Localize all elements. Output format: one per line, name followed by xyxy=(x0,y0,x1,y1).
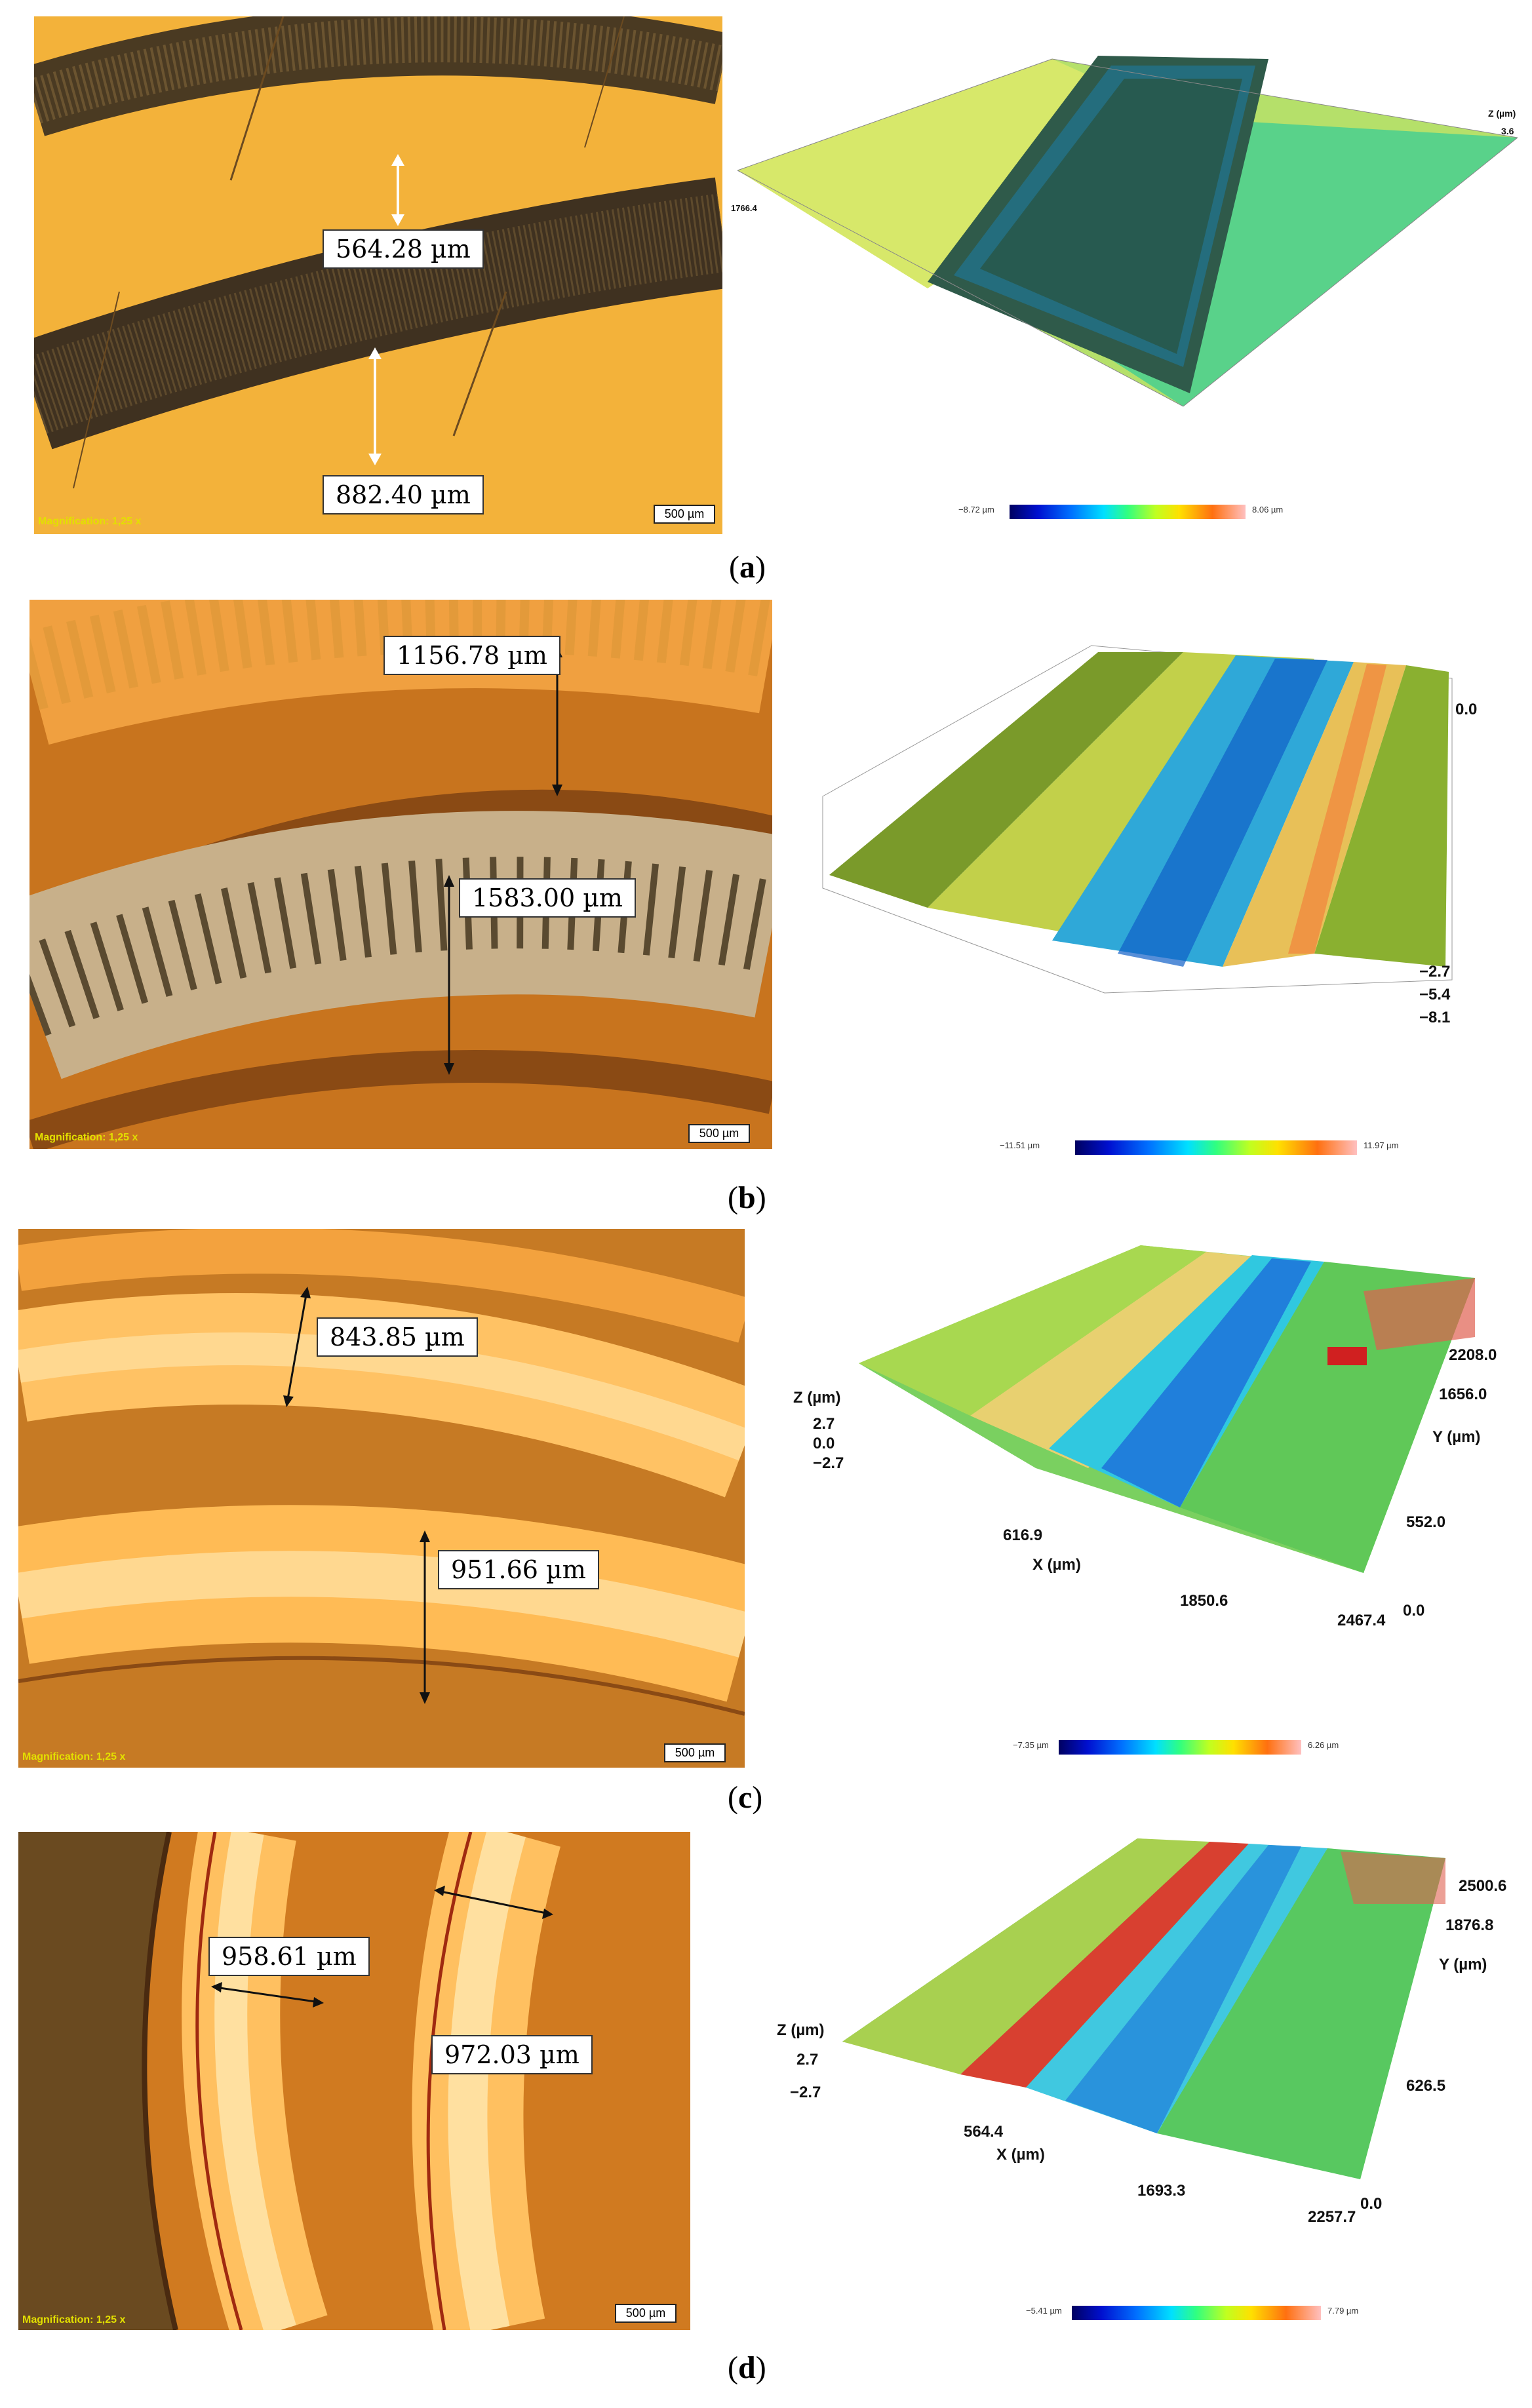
surface-c-z-tick-2: −2.7 xyxy=(813,1454,844,1472)
colorbar-c xyxy=(1059,1740,1301,1755)
magnification-d: Magnification: 1,25 x xyxy=(22,2314,126,2325)
magnification-c: Magnification: 1,25 x xyxy=(22,1751,126,1762)
surface-b-z-tick-0: 0.0 xyxy=(1455,701,1477,718)
caption-b: (b) xyxy=(728,1180,766,1215)
surface-c-y-tick-2: 552.0 xyxy=(1406,1513,1445,1531)
surface-plot-d: Z (µm) 2.7 −2.7 564.4 X (µm) 1693.3 2257… xyxy=(751,1825,1518,2232)
measurement-d-2: 972.03 µm xyxy=(431,2035,593,2074)
surface-c-y-label: Y (µm) xyxy=(1432,1428,1480,1446)
measurement-a-2: 882.40 µm xyxy=(323,475,484,515)
surface-c-x-tick-1: 1850.6 xyxy=(1180,1592,1228,1610)
surface-plot-c-image: Z (µm) 2.7 0.0 −2.7 616.9 X (µm) 1850.6 … xyxy=(793,1245,1497,1625)
surface-c-x-tick-2: 2467.4 xyxy=(1337,1612,1386,1625)
surface-d-x-label: X (µm) xyxy=(996,2146,1045,2164)
micrograph-a: 564.28 µm 882.40 µm 500 µm Magnification… xyxy=(34,16,722,534)
surface-d-z-tick-1: −2.7 xyxy=(790,2084,821,2101)
surface-c-x-tick-0: 616.9 xyxy=(1003,1526,1042,1544)
surface-plot-a: Z (µm) 3.6 1766.4 xyxy=(731,39,1524,433)
surface-c-z-tick-0: 2.7 xyxy=(813,1415,835,1433)
micrograph-a-image xyxy=(34,16,722,534)
measurement-d-1: 958.61 µm xyxy=(208,1937,370,1976)
magnification-a: Magnification: 1,25 x xyxy=(38,516,142,527)
measurement-c-1: 843.85 µm xyxy=(317,1317,478,1357)
surface-d-x-tick-2: 2257.7 xyxy=(1308,2208,1356,2226)
surface-plot-c: Z (µm) 2.7 0.0 −2.7 616.9 X (µm) 1850.6 … xyxy=(774,1232,1514,1625)
surface-d-y-tick-0: 2500.6 xyxy=(1459,1877,1506,1895)
surface-d-y-tick-2: 626.5 xyxy=(1406,2077,1445,2095)
colorbar-c-max: 6.26 µm xyxy=(1308,1740,1339,1750)
colorbar-b xyxy=(1075,1140,1357,1155)
surface-plot-b-image: 0.0 −2.7 −5.4 −8.1 xyxy=(822,645,1477,1026)
colorbar-a xyxy=(1010,505,1246,519)
caption-d: (d) xyxy=(728,2350,766,2385)
surface-d-y-label: Y (µm) xyxy=(1439,1956,1487,1973)
micrograph-d: 958.61 µm 972.03 µm 500 µm Magnification… xyxy=(18,1832,690,2330)
surface-d-x-tick-1: 1693.3 xyxy=(1137,2182,1185,2200)
scalebar-c: 500 µm xyxy=(664,1743,726,1762)
scalebar-b: 500 µm xyxy=(688,1124,750,1143)
surface-plot-d-image: Z (µm) 2.7 −2.7 564.4 X (µm) 1693.3 2257… xyxy=(777,1838,1506,2226)
colorbar-d-min: −5.41 µm xyxy=(1026,2306,1062,2316)
surface-plot-a-image: Z (µm) 3.6 1766.4 xyxy=(731,56,1518,407)
surface-d-y-tick-3: 0.0 xyxy=(1360,2195,1382,2213)
micrograph-b-image xyxy=(29,600,772,1149)
micrograph-c-image xyxy=(18,1229,745,1768)
surface-c-y-tick-0: 2208.0 xyxy=(1449,1346,1497,1364)
measurement-b-1: 1156.78 µm xyxy=(383,636,560,675)
surface-d-z-label: Z (µm) xyxy=(777,2021,824,2039)
surface-d-x-tick-0: 564.4 xyxy=(964,2123,1004,2141)
surface-a-z-tick: 3.6 xyxy=(1501,126,1514,136)
colorbar-a-min: −8.72 µm xyxy=(958,505,994,515)
surface-a-x-tick: 1766.4 xyxy=(731,203,758,213)
surface-b-z-tick-3: −8.1 xyxy=(1419,1009,1450,1026)
caption-a: (a) xyxy=(729,550,766,585)
colorbar-c-min: −7.35 µm xyxy=(1013,1740,1049,1750)
micrograph-b: 1156.78 µm 1583.00 µm 500 µm Magnificati… xyxy=(29,600,772,1149)
surface-plot-b: 0.0 −2.7 −5.4 −8.1 xyxy=(816,600,1504,1045)
scalebar-a: 500 µm xyxy=(654,505,715,524)
colorbar-d xyxy=(1072,2306,1321,2320)
magnification-b: Magnification: 1,25 x xyxy=(35,1132,138,1143)
measurement-c-2: 951.66 µm xyxy=(438,1550,599,1589)
measurement-b-2: 1583.00 µm xyxy=(459,878,636,918)
surface-c-y-tick-1: 1656.0 xyxy=(1439,1386,1487,1403)
scalebar-d: 500 µm xyxy=(615,2304,677,2323)
surface-c-x-label: X (µm) xyxy=(1032,1556,1081,1574)
surface-c-y-tick-3: 0.0 xyxy=(1403,1602,1424,1620)
surface-d-y-tick-1: 1876.8 xyxy=(1445,1916,1493,1934)
colorbar-b-min: −11.51 µm xyxy=(1000,1140,1040,1150)
surface-b-z-tick-2: −5.4 xyxy=(1419,986,1451,1003)
colorbar-d-max: 7.79 µm xyxy=(1327,2306,1359,2316)
measurement-a-1: 564.28 µm xyxy=(323,229,484,269)
surface-c-z-label: Z (µm) xyxy=(793,1389,840,1407)
surface-d-z-tick-0: 2.7 xyxy=(796,2051,818,2068)
caption-c: (c) xyxy=(728,1780,763,1815)
surface-b-z-tick-1: −2.7 xyxy=(1419,963,1450,981)
micrograph-d-image xyxy=(18,1832,690,2330)
surface-a-z-label: Z (µm) xyxy=(1488,108,1516,119)
micrograph-c: 843.85 µm 951.66 µm 500 µm Magnification… xyxy=(18,1229,745,1768)
colorbar-a-max: 8.06 µm xyxy=(1252,505,1284,515)
surface-c-z-tick-1: 0.0 xyxy=(813,1435,835,1452)
colorbar-b-max: 11.97 µm xyxy=(1364,1140,1399,1150)
